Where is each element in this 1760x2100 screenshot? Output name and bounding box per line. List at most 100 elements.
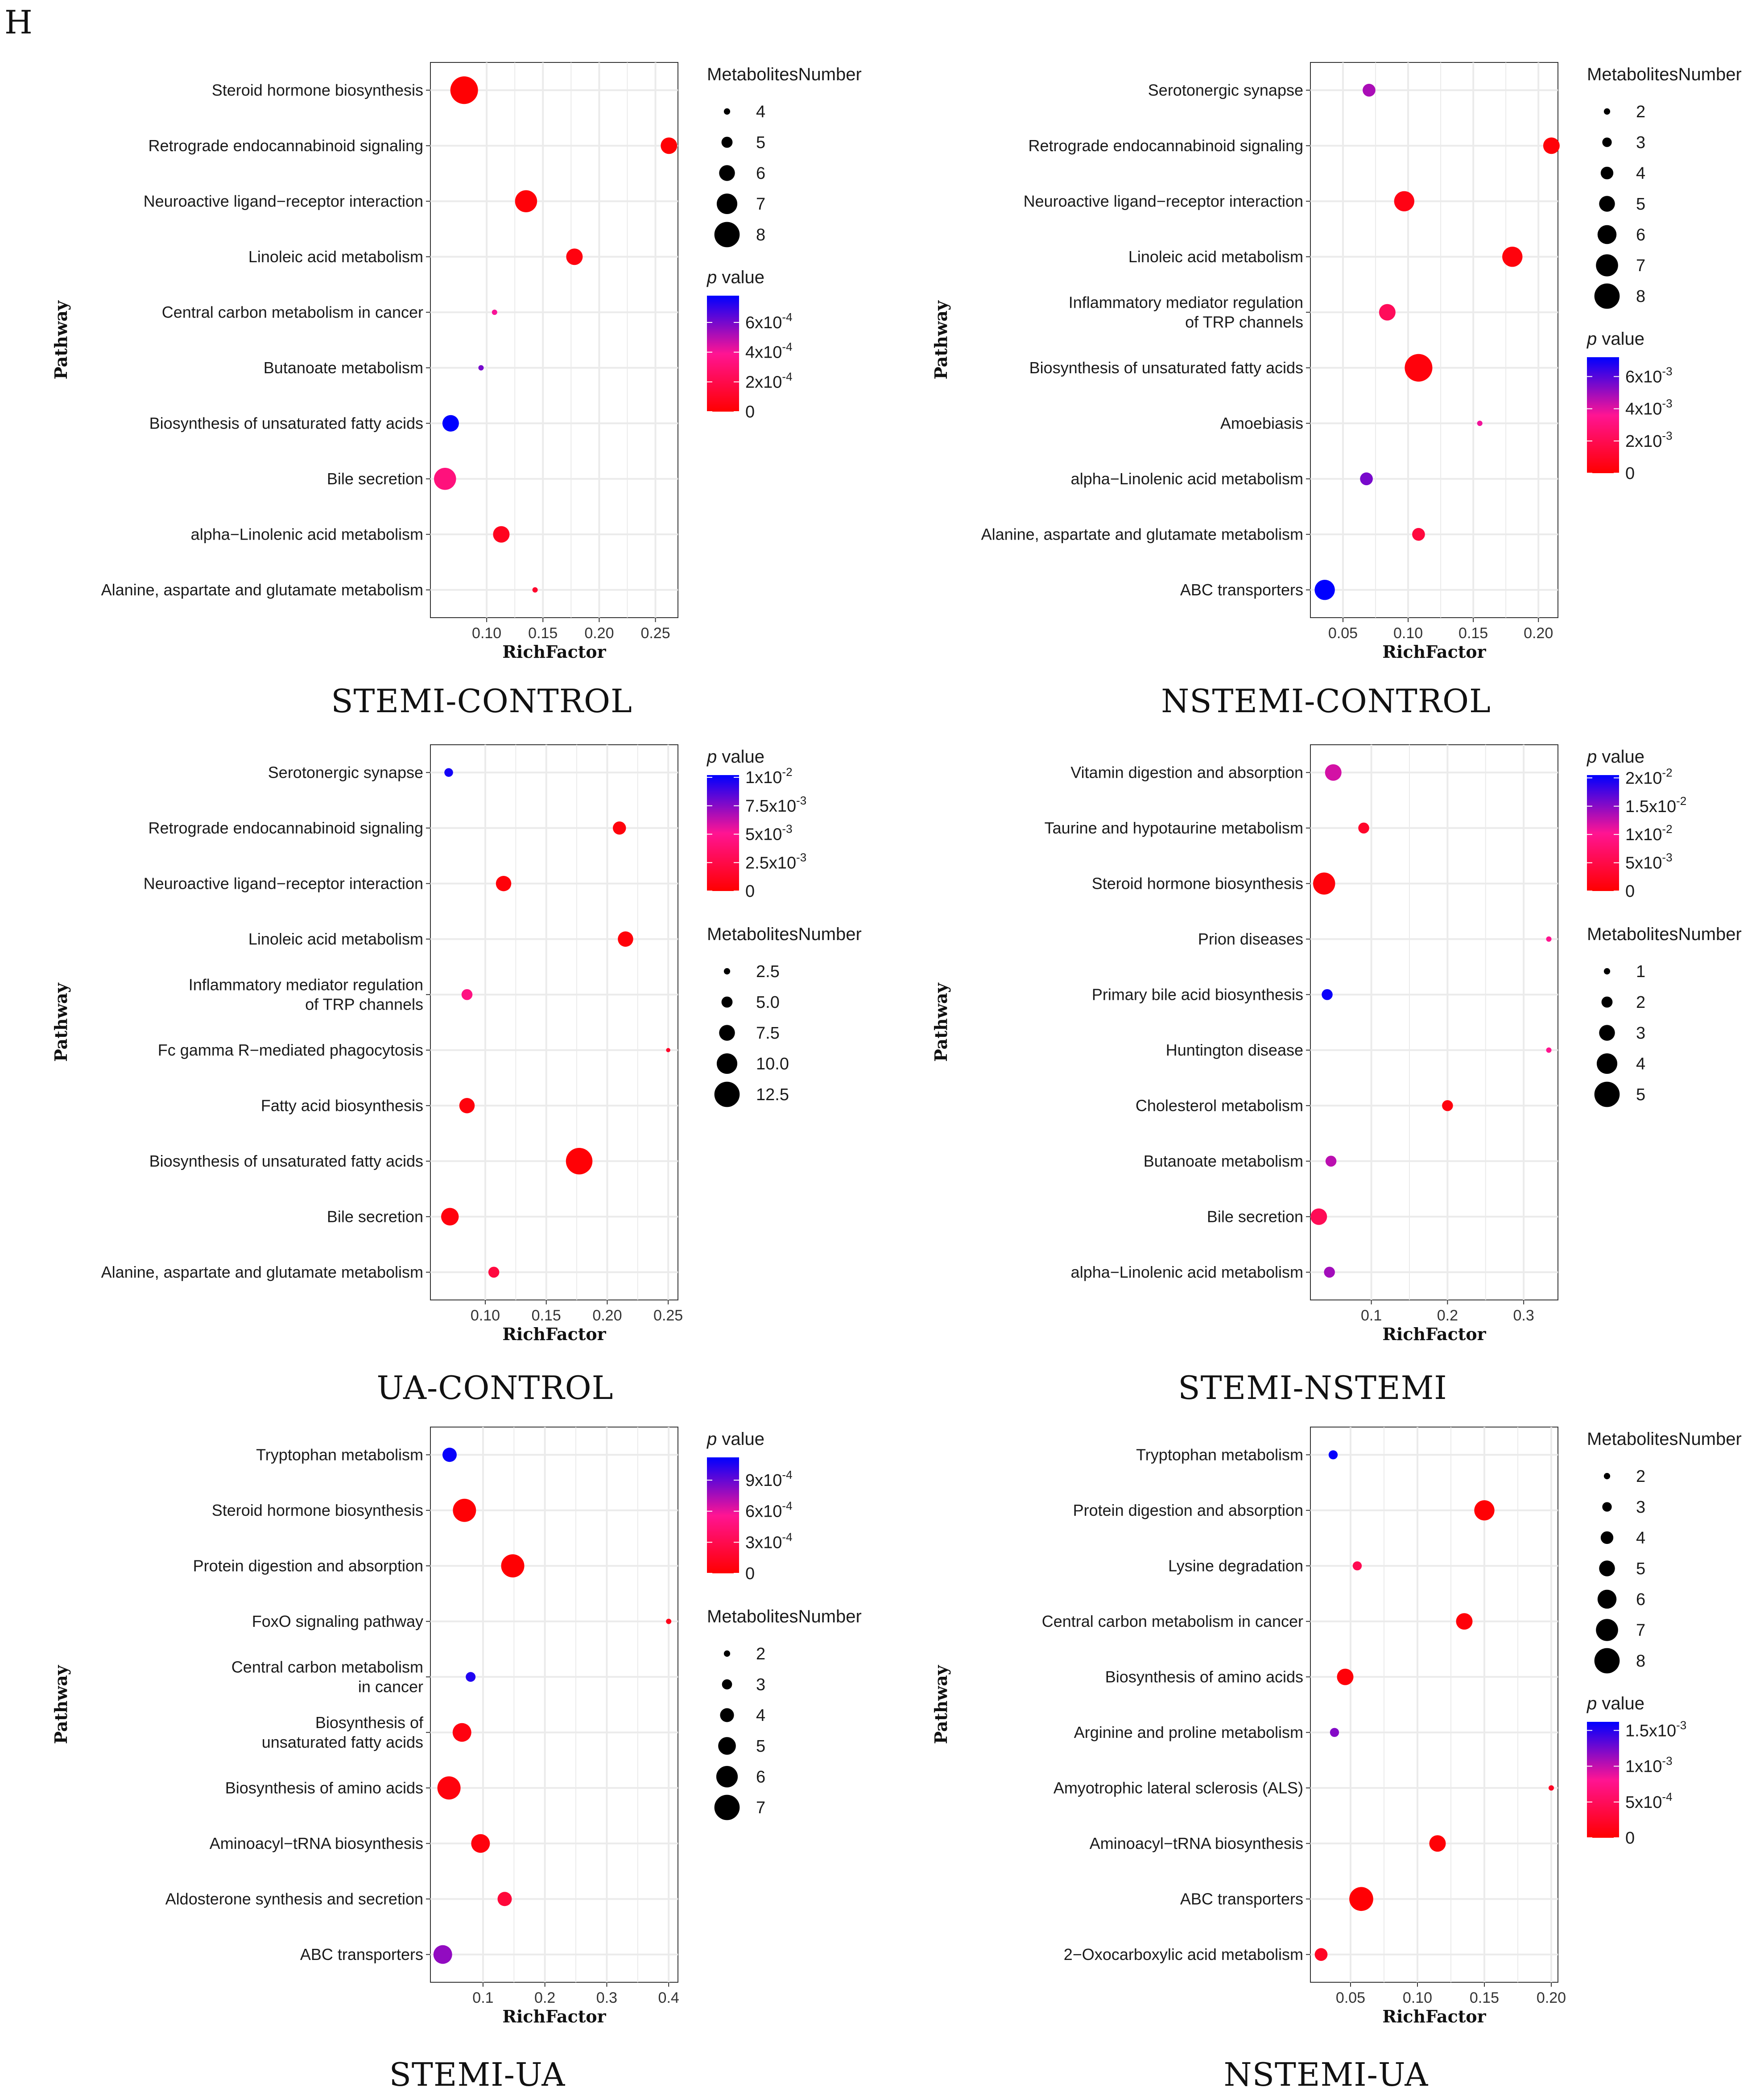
size-legend-key <box>1599 196 1615 212</box>
size-legend-label: 8 <box>756 226 765 244</box>
pathway-label-line: Aminoacyl−tRNA biosynthesis <box>1090 1834 1303 1852</box>
data-point <box>434 468 456 490</box>
pathway-label-line: of TRP channels <box>305 995 423 1013</box>
size-legend-label: 6 <box>1636 226 1645 244</box>
size-legend-key <box>1596 1619 1618 1641</box>
pathway-label-line: Retrograde endocannabinoid signaling <box>1029 136 1303 155</box>
pathway-label-line: Biosynthesis of amino acids <box>1105 1667 1303 1686</box>
pathway-label-line: Primary bile acid biosynthesis <box>1092 985 1303 1003</box>
data-point <box>618 931 633 947</box>
data-point <box>1325 764 1342 781</box>
data-point <box>452 1723 471 1742</box>
data-point <box>1313 872 1335 895</box>
size-legend-key <box>714 1795 740 1820</box>
pathway-label-line: Bile secretion <box>327 1207 423 1225</box>
data-point <box>488 1267 500 1278</box>
data-point <box>437 1776 461 1800</box>
colorbar <box>1587 357 1619 473</box>
colorbar-label-exp: -4 <box>782 1499 792 1513</box>
size-legend-label: 5.0 <box>756 993 780 1012</box>
colorbar-label: 0 <box>1625 1829 1635 1848</box>
pathway-label: Serotonergic synapse <box>1148 81 1303 99</box>
colorbar-label-base: 9x10 <box>745 1471 782 1490</box>
colorbar-label: 2x10-3 <box>1625 429 1673 451</box>
size-legend-label: 8 <box>1636 1652 1645 1671</box>
colorbar-label-exp: -2 <box>1676 794 1686 808</box>
size-legend-key <box>1599 1560 1615 1576</box>
size-legend-key <box>1600 1531 1614 1544</box>
pathway-label: Alanine, aspartate and glutamate metabol… <box>981 525 1303 543</box>
size-legend-label: 1 <box>1636 962 1645 981</box>
pathway-label-line: Bile secretion <box>327 470 423 488</box>
colorbar <box>707 296 739 412</box>
data-point <box>1379 304 1396 321</box>
colorbar-label-exp: -4 <box>782 340 792 354</box>
pathway-label-line: Serotonergic synapse <box>268 763 423 781</box>
data-point <box>442 415 459 432</box>
x-axis-title: RichFactor <box>1382 2006 1486 2026</box>
pathway-label-line: Biosynthesis of unsaturated fatty acids <box>1029 359 1303 377</box>
color-legend-title-rest: value <box>717 747 764 767</box>
data-point <box>493 526 510 543</box>
pathway-label-line: Alanine, aspartate and glutamate metabol… <box>981 525 1303 543</box>
pathway-label: Butanoate metabolism <box>1144 1152 1303 1170</box>
chart-panel-stemi-control: 0.10 0.15 0.20 0.25 Steroid hormone biosynth… <box>0 45 880 722</box>
chart-panel-ua-control: 0.10 0.15 0.20 0.25 Serotonergic synapse Retr… <box>0 727 880 1409</box>
pathway-label: Serotonergic synapse <box>268 763 423 781</box>
pathway-label: Aminoacyl−tRNA biosynthesis <box>1090 1834 1303 1852</box>
x-tick-label: 0.3 <box>596 1989 617 2006</box>
colorbar-label-base: 2x10 <box>745 373 782 392</box>
size-legend-label: 7 <box>1636 1621 1645 1640</box>
size-legend-key <box>723 968 731 975</box>
colorbar-label: 6x10-4 <box>745 1499 793 1521</box>
colorbar-label-base: 5x10 <box>1625 1793 1662 1812</box>
data-point <box>441 1208 459 1225</box>
pathway-label: Neuroactive ligand−receptor interaction <box>144 192 423 210</box>
colorbar-label-base: 0 <box>745 882 755 901</box>
pathway-label: Vitamin digestion and absorption <box>1070 763 1303 781</box>
pathway-label: Central carbon metabolism in cancer <box>1042 1612 1303 1630</box>
colorbar-label: 0 <box>745 882 755 901</box>
pathway-label: Aminoacyl−tRNA biosynthesis <box>210 1834 423 1852</box>
size-legend-label: 5 <box>1636 195 1645 214</box>
colorbar <box>707 1457 739 1573</box>
pathway-label-line: Fatty acid biosynthesis <box>261 1096 423 1114</box>
x-tick-label: 0.1 <box>472 1989 493 2006</box>
chart-svg: 0.05 0.10 0.15 0.20 Tryptophan metabolism Pro… <box>931 1427 1742 2026</box>
data-point <box>1314 1948 1328 1961</box>
colorbar <box>1587 775 1619 891</box>
size-legend-key <box>714 1081 740 1107</box>
colorbar-label-base: 1x10 <box>745 768 782 787</box>
data-point <box>501 1554 525 1578</box>
data-point <box>1549 1785 1554 1791</box>
data-point <box>1358 822 1369 833</box>
colorbar-label: 0 <box>1625 882 1635 901</box>
size-legend-key <box>723 108 731 115</box>
data-point <box>1543 137 1560 154</box>
pathway-label: Retrograde endocannabinoid signaling <box>1029 136 1303 155</box>
colorbar-label-exp: -4 <box>782 1468 792 1481</box>
panel-caption: STEMI-UA <box>389 2056 566 2093</box>
colorbar-label-exp: -3 <box>1662 1754 1672 1768</box>
colorbar-label-exp: -3 <box>1662 397 1672 410</box>
x-tick-label: 0.1 <box>1361 1307 1382 1324</box>
data-point <box>1325 1155 1337 1167</box>
size-legend-label: 2 <box>756 1645 765 1663</box>
panel-caption: NSTEMI-CONTROL <box>1161 682 1491 720</box>
pathway-label: Alanine, aspartate and glutamate metabol… <box>101 1263 423 1281</box>
color-legend-title-p: p <box>706 747 717 767</box>
x-tick-label: 0.15 <box>532 1307 561 1324</box>
pathway-label: Linoleic acid metabolism <box>1128 248 1303 266</box>
data-point <box>1330 1728 1339 1737</box>
x-axis-title: RichFactor <box>502 1324 606 1344</box>
size-legend-key <box>716 1053 738 1074</box>
colorbar-label-base: 0 <box>1625 1829 1635 1848</box>
colorbar-label-exp: -2 <box>1662 822 1672 836</box>
colorbar-label: 9x10-4 <box>745 1468 793 1490</box>
pathway-label-line: Butanoate metabolism <box>1144 1152 1303 1170</box>
size-legend-title: MetabolitesNumber <box>1587 1429 1742 1449</box>
pathway-label-line: Butanoate metabolism <box>264 359 423 377</box>
data-point <box>1474 1500 1495 1521</box>
pathway-label: Prion diseases <box>1198 930 1303 948</box>
color-legend-title-rest: value <box>1597 1694 1644 1713</box>
